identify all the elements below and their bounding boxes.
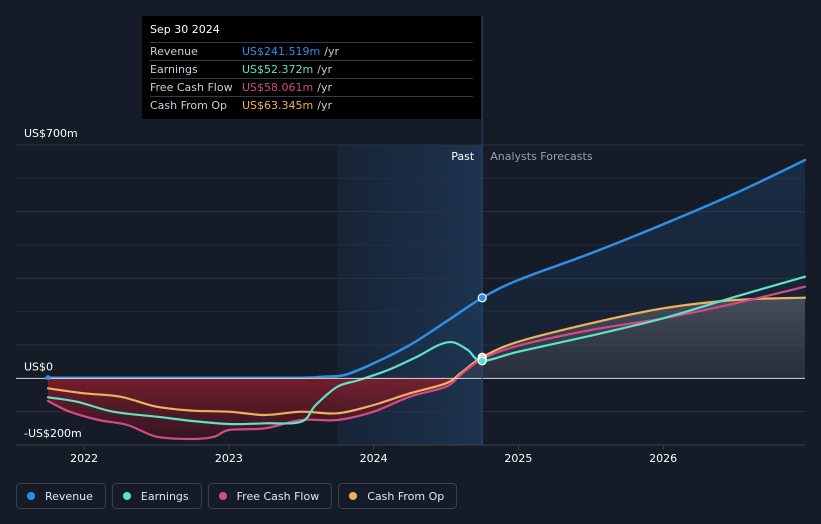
x-tick-label: 2022: [70, 452, 98, 465]
x-tick-label: 2025: [504, 452, 532, 465]
y-tick-label: US$0: [24, 360, 53, 373]
tooltip-value: US$241.519m: [242, 45, 321, 58]
tooltip-label: Earnings: [150, 63, 198, 76]
legend-label: Earnings: [140, 489, 189, 503]
y-tick-label: US$700m: [24, 127, 78, 140]
highlight-points: [45, 293, 487, 381]
negative-area: [48, 375, 461, 439]
tooltip-value: US$58.061m: [242, 81, 314, 94]
series-lines: [46, 158, 807, 441]
legend-label: Free Cash Flow: [236, 489, 320, 503]
legend-item-cash-from-op[interactable]: Cash From Op: [338, 483, 458, 509]
series-line-free-cash-flow: [46, 285, 807, 441]
tooltip-unit: /yr: [324, 45, 339, 58]
legend-label: Cash From Op: [367, 489, 445, 503]
legend-label: Revenue: [45, 489, 93, 503]
tooltip-row-cash-from-op: Cash From Op US$63.345m /yr: [150, 96, 473, 114]
series-line-earnings: [46, 275, 807, 426]
tooltip-value: US$63.345m: [242, 99, 314, 112]
legend-dot-icon: [349, 492, 358, 500]
tooltip-unit: /yr: [317, 99, 332, 112]
tooltip-row-free-cash-flow: Free Cash Flow US$58.061m /yr: [150, 78, 473, 96]
area-fills: [48, 160, 805, 439]
tooltip-date: Sep 30 2024: [150, 23, 220, 36]
tooltip-row-revenue: Revenue US$241.519m /yr: [150, 42, 473, 60]
axis-labels: US$700m US$0 -US$200m 2022 2023 2024 2025 2026 P…: [24, 127, 677, 465]
legend-item-earnings[interactable]: Earnings: [111, 483, 202, 509]
tooltip-label: Cash From Op: [150, 99, 228, 112]
y-tick-label: -US$200m: [24, 427, 82, 440]
highlight-point-revenue: [477, 293, 487, 303]
highlight-point-earnings: [477, 356, 487, 366]
tooltip-label: Revenue: [150, 45, 198, 58]
legend-dot-icon: [27, 492, 35, 500]
x-tick-label: 2026: [649, 452, 677, 465]
series-line-cash-from-op: [46, 296, 807, 417]
past-label: Past: [451, 150, 475, 163]
revenue-start-point: [45, 375, 51, 381]
x-tick-label: 2023: [215, 452, 243, 465]
legend-item-free-cash-flow[interactable]: Free Cash Flow: [207, 483, 333, 509]
tooltip-unit: /yr: [317, 63, 332, 76]
tooltip-row-earnings: Earnings US$52.372m /yr: [150, 60, 473, 78]
forecast-label: Analysts Forecasts: [490, 150, 593, 163]
legend-dot-icon: [122, 492, 131, 500]
legend: Revenue Earnings Free Cash Flow Cash Fro…: [16, 483, 458, 509]
axes: [16, 16, 805, 450]
tooltip-label: Free Cash Flow: [150, 81, 233, 94]
legend-item-revenue[interactable]: Revenue: [16, 483, 106, 509]
x-tick-label: 2024: [360, 452, 388, 465]
tooltip: Sep 30 2024 Revenue US$241.519m /yr Earn…: [142, 16, 481, 119]
tooltip-value: US$52.372m: [242, 63, 314, 76]
series-line-revenue: [46, 158, 807, 379]
tooltip-unit: /yr: [317, 81, 332, 94]
legend-dot-icon: [218, 492, 227, 500]
positive-area: [460, 297, 805, 379]
